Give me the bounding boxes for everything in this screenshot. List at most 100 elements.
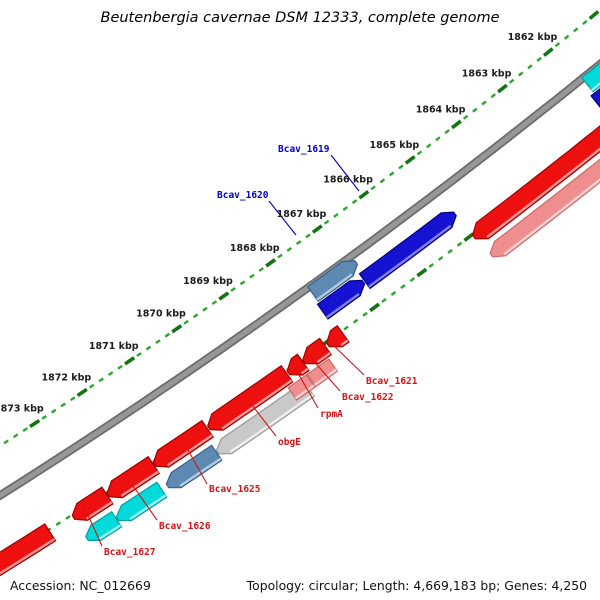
ruler-tick: [286, 246, 293, 252]
ruler-tick: [398, 164, 404, 170]
ruler-tick: [55, 521, 62, 526]
gene-highlight: [368, 224, 452, 288]
ruler-tick: [563, 34, 570, 40]
ruler-tick: [437, 255, 444, 261]
gene-highlight: [0, 538, 56, 575]
ruler-tick: [369, 302, 381, 313]
gene-label-obgE[interactable]: obgE: [278, 437, 301, 448]
gene-highlight: [314, 368, 337, 386]
ruler-tick: [76, 387, 88, 397]
gene-cds-red-c[interactable]: [286, 353, 310, 376]
ruler-tick: [497, 83, 508, 94]
leader-line-obgE: [247, 399, 277, 437]
gene-Bcav_1627[interactable]: [85, 510, 123, 542]
gene-cds-top-blue[interactable]: [590, 36, 600, 110]
gene-labels: Bcav_1619 Bcav_1620 Bcav_1621 Bcav_1622 rpmA…: [82, 144, 418, 558]
gene-cds-red-g1[interactable]: [71, 486, 114, 521]
ruler-tick: [536, 56, 542, 62]
kbp-label-1872: 1872 kbp: [42, 372, 92, 383]
gene-label-Bcav_1621[interactable]: Bcav_1621: [366, 376, 418, 387]
ruler-tick: [508, 78, 515, 84]
ruler-tick: [554, 42, 561, 48]
ruler-tick: [249, 273, 255, 279]
leader-line-Bcav_1627: [82, 503, 103, 547]
kbp-label-1870: 1870 kbp: [136, 309, 186, 320]
ruler-tick: [435, 136, 441, 142]
ruler-tick: [107, 371, 114, 376]
gene-label-Bcav_1622[interactable]: Bcav_1622: [342, 392, 393, 403]
gene-label-Bcav_1619[interactable]: Bcav_1619: [278, 144, 330, 155]
gene-Bcav_1619[interactable]: [358, 211, 457, 290]
ruler-tick: [362, 311, 368, 317]
ruler-tick: [202, 306, 208, 312]
leader-line-Bcav_1620: [268, 200, 297, 236]
leader-line-Bcav_1625: [186, 447, 208, 485]
gene-label-Bcav_1627[interactable]: Bcav_1627: [104, 547, 155, 558]
gene-label-Bcav_1620[interactable]: Bcav_1620: [217, 190, 269, 201]
kbp-label-1867: 1867 kbp: [277, 209, 327, 220]
ruler-tick: [542, 47, 554, 57]
gene-highlight: [316, 273, 353, 301]
gene-highlight: [486, 147, 600, 238]
ruler-tick: [351, 199, 358, 205]
gene-highlight: [300, 367, 309, 375]
ruler-tick: [145, 345, 152, 351]
ruler-tick: [343, 325, 349, 331]
gene-cds-red-g3[interactable]: [152, 419, 215, 468]
gene-Bcav_1622[interactable]: [306, 358, 339, 388]
gene-cds-red-g2[interactable]: [106, 455, 161, 499]
kbp-label-1863: 1863 kbp: [462, 69, 512, 80]
gene-rpmA[interactable]: [287, 374, 316, 401]
ruler-inner-ticks: [3, 10, 600, 445]
kbp-label-1866: 1866 kbp: [323, 175, 373, 186]
ruler-tick: [352, 318, 359, 324]
gene-cds-salmon-ne[interactable]: [489, 143, 600, 258]
ruler-tick: [305, 233, 311, 239]
ruler-tick: [258, 267, 265, 272]
gene-obgE[interactable]: [215, 380, 316, 455]
gene-cds-red-g0[interactable]: [0, 523, 57, 587]
gene-label-Bcav_1625[interactable]: Bcav_1625: [209, 484, 261, 495]
ruler-tick: [573, 27, 579, 33]
ruler-tick: [50, 408, 57, 414]
ruler-tick: [462, 114, 469, 120]
ruler-tick: [98, 377, 104, 383]
status-bar: Accession: NC_012669 Topology: circular;…: [10, 578, 587, 593]
leader-line-Bcav_1621: [329, 341, 365, 376]
ruler-tick: [88, 383, 95, 389]
gene-highlight: [221, 379, 293, 430]
ruler-tick: [490, 93, 496, 99]
ruler-tick: [381, 298, 387, 303]
kbp-label-1869: 1869 kbp: [183, 276, 233, 287]
gene-cds-red-f[interactable]: [207, 364, 294, 431]
ruler-tick: [183, 319, 189, 325]
gene-label-Bcav_1626[interactable]: Bcav_1626: [159, 521, 211, 532]
gene-cds-red-long-ne[interactable]: [471, 124, 600, 240]
ruler-tick: [481, 100, 487, 106]
ruler-tick: [239, 280, 246, 286]
page-title: Beutenbergia cavernae DSM 12333, complet…: [100, 10, 500, 26]
leader-line-Bcav_1619: [330, 154, 360, 192]
ruler-tick: [123, 356, 136, 366]
ruler-tick: [400, 284, 406, 289]
ruler-tick: [416, 267, 428, 278]
gene-Bcav_1621[interactable]: [325, 324, 350, 348]
gene-track: [0, 20, 600, 587]
gene-Bcav_1625[interactable]: [165, 444, 223, 489]
gene-Bcav_1620[interactable]: [306, 260, 359, 303]
kbp-label-1862: 1862 kbp: [508, 32, 558, 43]
ruler-tick: [425, 143, 432, 149]
ruler-tick: [404, 155, 416, 165]
gene-cds-top-cyan[interactable]: [580, 20, 600, 93]
gene-highlight: [340, 339, 349, 347]
gene-cds-blue-short[interactable]: [316, 279, 366, 320]
ruler-tick: [358, 190, 370, 200]
ruler-tick: [164, 332, 171, 338]
gene-label-rpmA[interactable]: rpmA: [320, 409, 343, 420]
gene-highlight: [503, 178, 600, 256]
ruler-tick: [342, 206, 348, 211]
ruler-tick: [117, 364, 123, 370]
ruler-tick: [22, 427, 28, 433]
ruler-tick: [230, 287, 236, 292]
